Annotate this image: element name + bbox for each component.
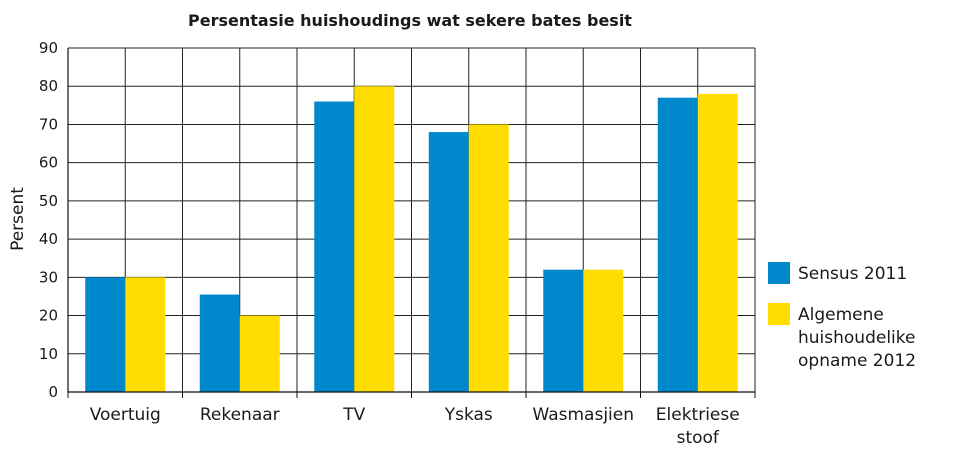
bar-opname-2012 [583, 269, 624, 392]
x-category-label: Rekenaar [200, 405, 280, 425]
y-tick-label: 10 [39, 345, 58, 363]
chart-title: Persentasie huishoudings wat sekere bate… [188, 11, 632, 30]
y-tick-label: 30 [39, 268, 58, 286]
y-tick-label: 20 [39, 307, 58, 325]
y-axis-label: Persent [8, 187, 28, 251]
bar-opname-2012 [239, 315, 280, 392]
legend-label: huishoudelike [798, 328, 915, 348]
bar-sensus-2011 [543, 269, 584, 392]
y-tick-labels: 0 10 20 30 40 50 60 70 80 90 [39, 39, 58, 401]
bar-sensus-2011 [314, 101, 355, 392]
y-tick-label: 40 [39, 230, 58, 248]
bar-sensus-2011 [199, 294, 240, 392]
legend-label: Sensus 2011 [798, 264, 907, 284]
bar-opname-2012 [125, 277, 166, 392]
bar-sensus-2011 [657, 97, 698, 392]
x-category-label: Wasmasjien [532, 405, 634, 425]
x-category-label: Yskas [444, 405, 493, 425]
bar-opname-2012 [468, 124, 509, 392]
legend: Sensus 2011 Algemene huishoudelike opname 2… [768, 262, 916, 371]
y-tick-label: 70 [39, 115, 58, 133]
bars [85, 86, 738, 393]
x-category-label: Voertuig [90, 405, 161, 425]
y-tick-label: 80 [39, 77, 58, 95]
bar-sensus-2011 [428, 132, 469, 393]
y-tick-label: 90 [39, 39, 58, 57]
y-tick-label: 60 [39, 154, 58, 172]
legend-swatch [768, 303, 790, 325]
bar-opname-2012 [354, 86, 395, 392]
x-category-label: stoof [677, 428, 720, 448]
y-tick-label: 0 [48, 383, 58, 401]
y-tick-label: 50 [39, 192, 58, 210]
bar-opname-2012 [697, 93, 738, 392]
legend-label: Algemene [798, 305, 884, 325]
bar-sensus-2011 [85, 277, 126, 392]
axes [67, 48, 756, 398]
x-category-label: Elektriese [656, 405, 740, 425]
x-category-labels: Voertuig Rekenaar TV Yskas Wasmasjien Elektri… [90, 405, 740, 448]
x-category-label: TV [342, 405, 365, 425]
gridlines [68, 47, 756, 392]
legend-swatch [768, 262, 790, 284]
legend-label: opname 2012 [798, 351, 916, 371]
